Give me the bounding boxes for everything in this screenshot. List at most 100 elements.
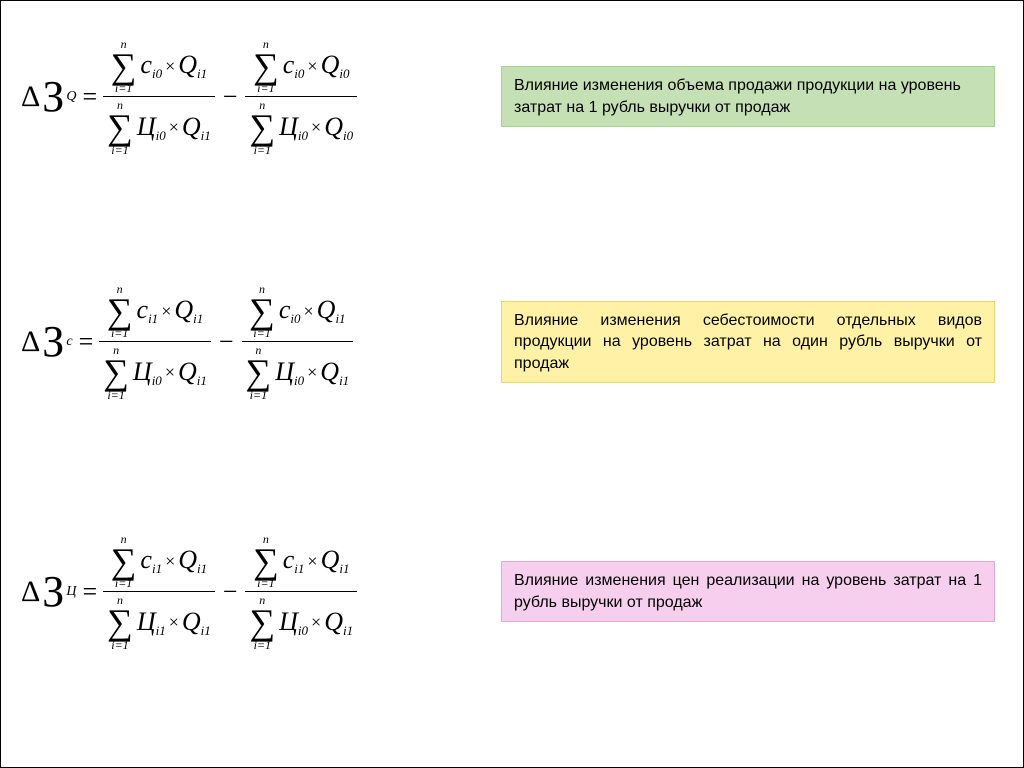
delta-symbol: Δ <box>21 80 40 114</box>
var-q: Q <box>321 50 340 79</box>
sigma-symbol: ∑ <box>253 545 279 577</box>
z-symbol: З <box>42 320 64 364</box>
times: × <box>161 301 171 322</box>
sigma-lower: i=1 <box>254 144 271 156</box>
sub: i0 <box>339 66 349 81</box>
formula-row-1: Δ З Q = n∑i=1 ci0 × Qi1 n∑i=1 Цi0 × <box>1 36 1024 158</box>
sub: i1 <box>148 311 158 326</box>
sub: i1 <box>201 623 211 638</box>
minus: − <box>223 82 238 112</box>
sigma-symbol: ∑ <box>111 50 137 82</box>
var-q: Q <box>182 607 201 636</box>
sub: i1 <box>197 561 207 576</box>
var-q: Q <box>324 607 343 636</box>
z-symbol: З <box>42 75 64 119</box>
sub: i1 <box>294 561 304 576</box>
sub: i1 <box>156 623 166 638</box>
delta-symbol: Δ <box>21 575 40 609</box>
formula-row-3: Δ З Ц = n∑i=1 ci1 × Qi1 n∑i=1 Цi1 × <box>1 531 1024 653</box>
var-c: c <box>140 545 152 574</box>
sub: i1 <box>339 561 349 576</box>
sub: i1 <box>335 311 345 326</box>
var-q: Q <box>317 295 336 324</box>
times: × <box>169 612 179 633</box>
sub: i1 <box>343 623 353 638</box>
var-q: Q <box>178 50 197 79</box>
sub: i1 <box>193 311 203 326</box>
var-c: c <box>279 295 291 324</box>
fraction-2b: n∑i=1 ci0 × Qi1 n∑i=1 Цi0 × Qi1 <box>242 281 354 403</box>
times: × <box>307 551 317 572</box>
z-symbol: З <box>42 570 64 614</box>
times: × <box>165 56 175 77</box>
sigma-lower: i=1 <box>253 327 270 339</box>
var-q: Q <box>324 112 343 141</box>
sigma-symbol: ∑ <box>111 545 137 577</box>
times: × <box>304 301 314 322</box>
sigma-symbol: ∑ <box>103 356 129 388</box>
sigma-lower: i=1 <box>115 577 132 589</box>
sigma-lower: i=1 <box>250 389 267 401</box>
description-3: Влияние изменения цен реализации на уров… <box>501 561 995 622</box>
var-ts: Ц <box>279 607 298 636</box>
lhs-sup-1: Q <box>66 89 76 105</box>
description-2: Влияние изменения себестоимости отдельны… <box>501 301 995 384</box>
fraction-1a: n∑i=1 ci0 × Qi1 n∑i=1 Цi0 × Qi1 <box>103 36 215 158</box>
formula-3: Δ З Ц = n∑i=1 ci1 × Qi1 n∑i=1 Цi1 × <box>1 531 491 653</box>
lhs-sup-3: Ц <box>66 584 76 600</box>
times: × <box>165 362 175 383</box>
var-c: c <box>140 50 152 79</box>
var-q: Q <box>178 545 197 574</box>
times: × <box>311 117 321 138</box>
sigma-symbol: ∑ <box>249 606 275 638</box>
fraction-3a: n∑i=1 ci1 × Qi1 n∑i=1 Цi1 × Qi1 <box>103 531 215 653</box>
var-c: c <box>137 295 149 324</box>
sigma-lower: i=1 <box>257 577 274 589</box>
description-1: Влияние изменения объема продажи продукц… <box>501 66 995 127</box>
times: × <box>307 56 317 77</box>
formula-2: Δ З c = n∑i=1 ci1 × Qi1 n∑i=1 Цi0 × <box>1 281 491 403</box>
var-q: Q <box>174 295 193 324</box>
sub: i1 <box>197 66 207 81</box>
times: × <box>311 612 321 633</box>
sub: i0 <box>294 66 304 81</box>
equals: = <box>82 82 97 112</box>
var-ts: Ц <box>279 112 298 141</box>
sub: i1 <box>152 561 162 576</box>
sub: i1 <box>197 373 207 388</box>
var-q: Q <box>182 112 201 141</box>
times: × <box>165 551 175 572</box>
sigma-lower: i=1 <box>107 389 124 401</box>
sub: i0 <box>294 373 304 388</box>
var-ts: Ц <box>137 112 156 141</box>
sigma-symbol: ∑ <box>107 295 133 327</box>
times: × <box>169 117 179 138</box>
sigma-lower: i=1 <box>254 639 271 651</box>
fraction-3b: n∑i=1 ci1 × Qi1 n∑i=1 Цi0 × Qi1 <box>245 531 357 653</box>
sub: i0 <box>298 623 308 638</box>
var-ts: Ц <box>133 357 152 386</box>
sigma-lower: i=1 <box>111 327 128 339</box>
fraction-1b: n∑i=1 ci0 × Qi0 n∑i=1 Цi0 × Qi0 <box>245 36 357 158</box>
sigma-symbol: ∑ <box>107 606 133 638</box>
var-c: c <box>283 50 295 79</box>
var-q: Q <box>320 357 339 386</box>
equals: = <box>79 327 94 357</box>
var-q: Q <box>178 357 197 386</box>
formula-1: Δ З Q = n∑i=1 ci0 × Qi1 n∑i=1 Цi0 × <box>1 36 491 158</box>
sigma-lower: i=1 <box>115 82 132 94</box>
sigma-symbol: ∑ <box>253 50 279 82</box>
fraction-2a: n∑i=1 ci1 × Qi1 n∑i=1 Цi0 × Qi1 <box>99 281 211 403</box>
sub: i1 <box>339 373 349 388</box>
sigma-symbol: ∑ <box>107 111 133 143</box>
sub: i1 <box>201 128 211 143</box>
sub: i0 <box>290 311 300 326</box>
var-q: Q <box>321 545 340 574</box>
equals: = <box>82 577 97 607</box>
sigma-symbol: ∑ <box>249 295 275 327</box>
formula-row-2: Δ З c = n∑i=1 ci1 × Qi1 n∑i=1 Цi0 × <box>1 281 1024 403</box>
minus: − <box>223 577 238 607</box>
var-ts: Ц <box>275 357 294 386</box>
page: Δ З Q = n∑i=1 ci0 × Qi1 n∑i=1 Цi0 × <box>0 0 1024 768</box>
times: × <box>307 362 317 383</box>
